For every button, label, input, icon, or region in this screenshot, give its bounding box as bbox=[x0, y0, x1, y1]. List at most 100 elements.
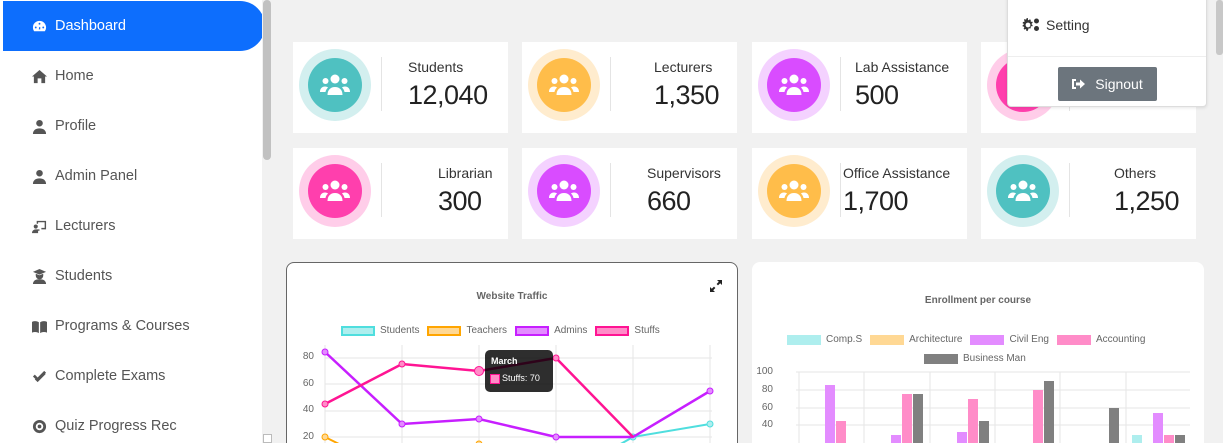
legend-label[interactable]: Admins bbox=[554, 325, 588, 336]
stat-icon-ring bbox=[528, 155, 600, 227]
legend-swatch[interactable] bbox=[787, 334, 821, 345]
y-tick: 100 bbox=[756, 366, 773, 377]
legend-label[interactable]: Students bbox=[380, 325, 420, 336]
legend-label[interactable]: Comp.S bbox=[826, 334, 863, 345]
legend-swatch[interactable] bbox=[427, 325, 462, 336]
sidebar-item-label: Complete Exams bbox=[55, 368, 166, 384]
sidebar-item-dashboard[interactable]: Dashboard bbox=[3, 1, 262, 51]
stat-icon-ring bbox=[528, 49, 600, 121]
stat-value: 500 bbox=[855, 80, 899, 110]
sidebar: Dashboard Home Profile Admin Panel Lectu… bbox=[0, 0, 262, 443]
signout-label: Signout bbox=[1095, 76, 1143, 92]
stat-card-others: Others 1,250 bbox=[981, 148, 1196, 239]
tooltip-text: Stuffs: 70 bbox=[502, 373, 540, 383]
tooltip-swatch bbox=[490, 374, 500, 384]
legend-swatch[interactable] bbox=[970, 334, 1005, 345]
legend-label[interactable]: Architecture bbox=[909, 334, 963, 345]
users-icon bbox=[537, 164, 591, 218]
home-icon bbox=[31, 68, 47, 84]
stat-card-office-assistance: Office Assistance 1,700 bbox=[752, 148, 967, 239]
y-tick: 20 bbox=[302, 431, 314, 442]
chart-title: Website Traffic bbox=[476, 291, 548, 302]
sign-out-icon bbox=[1072, 79, 1086, 89]
divider bbox=[840, 163, 841, 217]
sidebar-item-home[interactable]: Home bbox=[0, 51, 262, 101]
sidebar-item-label: Lecturers bbox=[55, 218, 116, 234]
dashboard-icon bbox=[31, 18, 47, 34]
stat-value: 12,040 bbox=[408, 80, 488, 110]
sidebar-item-label: Home bbox=[55, 68, 94, 84]
gears-icon bbox=[1022, 18, 1039, 32]
stat-value: 1,250 bbox=[1114, 186, 1180, 216]
divider bbox=[610, 57, 611, 111]
stat-card-librarian: Librarian 300 bbox=[293, 148, 508, 239]
sidebar-item-label: Students bbox=[55, 268, 113, 284]
signout-button[interactable]: Signout bbox=[1058, 67, 1157, 101]
sidebar-item-students[interactable]: Students bbox=[0, 251, 262, 301]
stat-label: Supervisors bbox=[647, 165, 721, 181]
chart-legend: Students Teachers Admins Stuffs bbox=[341, 325, 668, 336]
legend-swatch[interactable] bbox=[870, 334, 905, 345]
setting-label: Setting bbox=[1046, 17, 1090, 33]
divider bbox=[840, 57, 841, 111]
legend-swatch[interactable] bbox=[1056, 334, 1091, 345]
users-icon bbox=[537, 58, 591, 112]
sidebar-item-label: Admin Panel bbox=[55, 168, 138, 184]
book-open-icon bbox=[31, 318, 47, 334]
divider bbox=[1008, 56, 1206, 57]
chart-legend: Comp.S Architecture Civil Eng Accounting bbox=[787, 334, 1153, 345]
stat-icon-ring bbox=[299, 155, 371, 227]
stat-label: Lab Assistance bbox=[855, 59, 950, 75]
chart-legend-row-2: Business Man bbox=[924, 353, 1034, 364]
y-tick: 40 bbox=[761, 419, 773, 430]
y-tick: 80 bbox=[302, 351, 314, 362]
expand-icon[interactable] bbox=[709, 279, 723, 293]
stat-icon-ring bbox=[299, 49, 371, 121]
sidebar-item-programs-courses[interactable]: Programs & Courses bbox=[0, 301, 262, 351]
chart-tooltip: March Stuffs: 70 bbox=[485, 350, 553, 392]
legend-label[interactable]: Civil Eng bbox=[1009, 334, 1049, 345]
bullseye-icon bbox=[31, 418, 47, 434]
setting-menu-item[interactable]: Setting bbox=[1022, 17, 1090, 33]
resize-handle[interactable] bbox=[263, 434, 272, 443]
legend-swatch[interactable] bbox=[341, 325, 375, 336]
legend-label[interactable]: Stuffs bbox=[634, 325, 660, 336]
legend-swatch[interactable] bbox=[595, 325, 630, 336]
legend-label[interactable]: Accounting bbox=[1095, 334, 1146, 345]
stat-icon-ring bbox=[758, 155, 830, 227]
y-tick: 40 bbox=[302, 404, 314, 415]
legend-swatch[interactable] bbox=[515, 325, 550, 336]
sidebar-item-label: Dashboard bbox=[55, 18, 126, 34]
stat-value: 1,700 bbox=[843, 186, 909, 216]
stat-value: 660 bbox=[647, 186, 691, 216]
users-icon bbox=[308, 164, 362, 218]
users-icon bbox=[767, 164, 821, 218]
legend-label[interactable]: Teachers bbox=[466, 325, 508, 336]
users-icon bbox=[767, 58, 821, 112]
user-tie-icon bbox=[31, 168, 47, 184]
stat-card-lab-assistance: Lab Assistance 500 bbox=[752, 42, 967, 133]
users-icon bbox=[308, 58, 362, 112]
stat-label: Lecturers bbox=[654, 59, 713, 75]
sidebar-item-admin-panel[interactable]: Admin Panel bbox=[0, 151, 262, 201]
stat-label: Office Assistance bbox=[843, 165, 951, 181]
tooltip-title: March bbox=[491, 356, 518, 366]
sidebar-item-lecturers[interactable]: Lecturers bbox=[0, 201, 262, 251]
sidebar-item-profile[interactable]: Profile bbox=[0, 101, 262, 151]
sidebar-item-complete-exams[interactable]: Complete Exams bbox=[0, 351, 262, 401]
stat-value: 300 bbox=[438, 186, 482, 216]
stat-card-supervisors: Supervisors 660 bbox=[522, 148, 737, 239]
legend-label[interactable]: Business Man bbox=[963, 353, 1026, 364]
legend-swatch[interactable] bbox=[924, 353, 958, 364]
sidebar-item-quiz-progress[interactable]: Quiz Progress Rec bbox=[0, 401, 262, 443]
user-dropdown-menu: Setting Signout bbox=[1007, 0, 1207, 107]
chart-title: Enrollment per course bbox=[924, 295, 1032, 306]
sidebar-item-label: Programs & Courses bbox=[55, 318, 190, 334]
sidebar-scrollbar-thumb[interactable] bbox=[263, 0, 271, 160]
sidebar-item-label: Profile bbox=[55, 118, 97, 134]
chalkboard-teacher-icon bbox=[31, 218, 47, 234]
page-scrollbar-thumb[interactable] bbox=[1216, 0, 1223, 55]
users-icon bbox=[996, 164, 1050, 218]
divider bbox=[610, 163, 611, 217]
bar-chart-plot bbox=[796, 371, 1190, 443]
